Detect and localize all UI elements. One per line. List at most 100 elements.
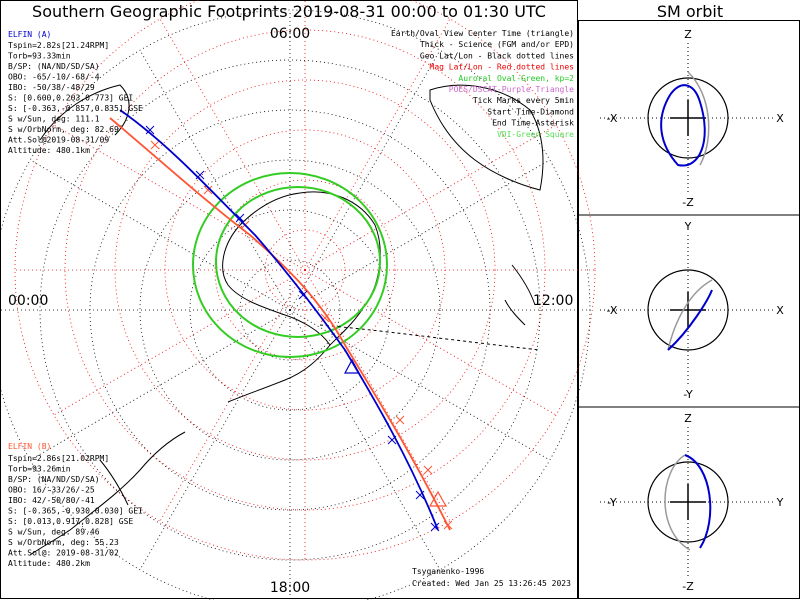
elfin-b-info: ELFIN (B) Tspin=2.86s[21.02RPM] Torb=93.26…	[8, 442, 143, 568]
info-line: S w/OrbNorm, deg: 82.69	[8, 125, 119, 134]
track-tick	[195, 170, 205, 180]
sm-orbit-b	[687, 71, 710, 166]
satellite-name: ELFIN (B)	[8, 442, 51, 451]
geo-lon-line	[289, 159, 551, 311]
track-tick	[443, 520, 453, 530]
sm-axis-label-right: X	[776, 112, 784, 125]
geo-lon-line	[139, 309, 291, 571]
elfin-a-track	[119, 109, 439, 531]
sm-orbit-a	[684, 454, 712, 549]
geo-lon-line	[289, 49, 441, 311]
legend-item: Earth/Oval View Center Time (triangle)	[391, 29, 574, 38]
sm-axis-label-right: X	[776, 304, 784, 317]
info-line: B/SP: (NA/ND/SD/SA)	[8, 62, 100, 71]
sm-axis-label-right: Y	[776, 496, 784, 509]
info-line: Altitude: 480.2km	[8, 559, 90, 568]
mag-lon-line	[304, 124, 557, 271]
new-zealand-coast	[504, 264, 536, 326]
sm-axis-label-bottom: -Z	[682, 196, 694, 209]
elfin-b-track	[109, 117, 451, 531]
sm-panel: Z -Z -Y Y	[600, 412, 784, 593]
info-line: OBO: -65/-10/-68/-4	[8, 73, 100, 82]
info-line: Altitude: 480.1km	[8, 146, 90, 155]
info-line: S w/Sun, deg: 111.1	[8, 115, 100, 124]
sm-axis-label-top: Z	[684, 412, 692, 425]
elfin-a-center-triangle	[343, 358, 361, 374]
sm-orbit-b	[667, 279, 713, 351]
sm-orbit-a	[660, 84, 706, 167]
legend-item: Start Time-Diamond	[487, 107, 574, 116]
info-line: Att.Sol@2019-08-31/09	[8, 136, 109, 145]
info-line: IBO: -50/38/-48/29	[8, 83, 95, 92]
track-tick	[423, 465, 433, 475]
geo-lat-circle	[0, 9, 591, 600]
track-tick	[145, 125, 155, 135]
elfin-a-info: ELFIN (A) Tspin=2.82s[21.24RPM] Torb=93.33…	[8, 30, 143, 155]
info-line: S: [0.013,0.917,0.828] GSE	[8, 517, 133, 526]
track-tick	[203, 185, 213, 195]
sm-axis-label-bottom: -Z	[682, 580, 694, 593]
info-line: Torb=93.33min	[8, 52, 71, 61]
sm-axis-label-left: -Y	[607, 496, 617, 509]
antarctic-peninsula	[227, 344, 331, 403]
mag-lon-line	[53, 269, 306, 416]
legend-item: Mag Lat/Lon - Red dotted lines	[430, 63, 575, 72]
legend-item: Tick Marks every 5min	[473, 96, 574, 105]
australia-coast	[429, 84, 544, 191]
info-line: S w/OrbNorm, deg: 55.23	[8, 538, 119, 547]
info-line: Tspin=2.86s[21.02RPM]	[8, 454, 109, 463]
info-line: Att.Sol@: 2019-08-31/02	[8, 549, 119, 558]
legend-item: End Time-Asterisk	[492, 119, 574, 128]
sm-panel: Z -Z -X X	[600, 28, 784, 209]
hour-label-right: 12:00	[533, 293, 573, 309]
legend: Earth/Oval View Center Time (triangle) Th…	[391, 29, 574, 139]
info-line: B/SP: (NA/ND/SD/SA)	[8, 475, 100, 484]
mag-lat-circle	[14, 0, 596, 561]
legend-item: POES/DSCAT-Purple Triangle	[449, 85, 574, 94]
legend-item: Thick - Science (FGM and/or EPD)	[420, 40, 574, 49]
geo-lat-lines	[0, 9, 591, 600]
mag-lon-line	[304, 269, 451, 522]
track-tick	[235, 213, 245, 223]
sm-orbit-b	[664, 454, 691, 551]
auroral-oval	[192, 172, 388, 358]
coastlines	[29, 84, 544, 556]
info-line: Torb=93.26min	[8, 465, 71, 474]
mag-lat-circle	[114, 79, 496, 461]
mag-lat-circle	[214, 179, 396, 361]
info-line: S: [-0.365,-0.930,0.030] GEI	[8, 507, 143, 516]
info-line: Tspin=2.82s[21.24RPM]	[8, 41, 109, 50]
mag-lon-line	[159, 18, 306, 271]
hour-label-bottom: 18:00	[270, 580, 310, 596]
sm-axis-label-left: -X	[607, 304, 618, 317]
geo-lat-circle	[239, 259, 341, 361]
mag-grid-lines	[14, 0, 596, 561]
model-label: Tsyganenko-1996	[412, 567, 484, 576]
polar-map: 06:00 00:00 12:00 18:00	[0, 0, 596, 600]
track-tick	[298, 290, 308, 300]
africa-coast	[39, 84, 130, 141]
mag-lon-line	[304, 269, 557, 416]
sm-orbit-title: SM orbit	[656, 2, 724, 21]
info-line: S: [-0.363,-0.857,0.835] GSE	[8, 104, 143, 113]
sm-axis-label-top: Y	[684, 220, 692, 233]
track-tick	[415, 490, 425, 500]
sm-axis-label-top: Z	[684, 28, 692, 41]
geo-lat-circle	[139, 159, 441, 461]
track-tick	[387, 435, 397, 445]
created-label: Created: Wed Jan 25 13:26:45 2023	[412, 579, 571, 588]
info-line: S: [0.600,0.203,0.773] GEI	[8, 94, 133, 103]
legend-item: VDI-Green Square	[497, 130, 574, 139]
legend-item: Geo Lat/Lon - Black dotted lines	[420, 51, 574, 60]
info-line: IBO: 42/-50/80/-41	[8, 496, 95, 505]
map-frame	[0, 0, 578, 599]
sm-orbit-a	[667, 289, 713, 351]
sm-orbit-panels: Z -Z -X X Y -Y -X X Z -Z -Y Y	[600, 28, 784, 593]
mag-lon-line	[159, 269, 306, 522]
elfin-b-center-triangle	[428, 490, 448, 507]
hour-label-top: 06:00	[270, 26, 310, 42]
elfin-a-ticks	[145, 125, 440, 532]
south-america-coast	[29, 431, 186, 556]
hour-label-left: 00:00	[8, 293, 48, 309]
